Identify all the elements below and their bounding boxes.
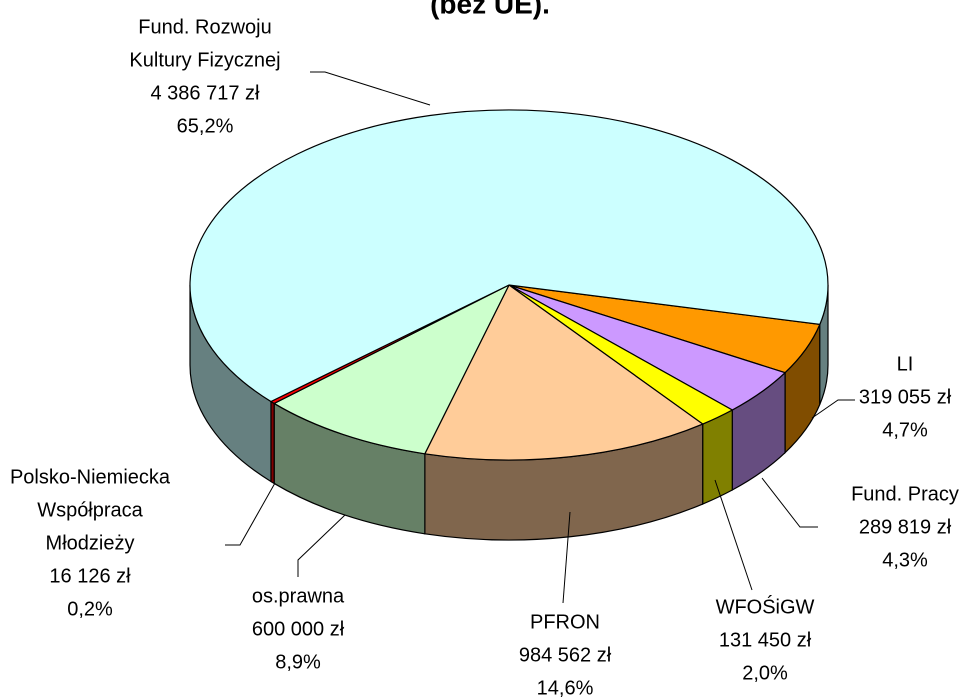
slice-label: Polsko-Niemiecka bbox=[10, 466, 171, 488]
value-label: 4 386 717 zł bbox=[151, 82, 261, 104]
leader-line bbox=[225, 482, 276, 546]
leader-line bbox=[761, 477, 818, 528]
percent-label: 65,2% bbox=[177, 115, 234, 137]
leader-line bbox=[811, 399, 855, 419]
percent-label: 8,9% bbox=[275, 651, 321, 673]
slice-label: Współpraca bbox=[37, 499, 143, 521]
leader-line bbox=[297, 514, 346, 577]
slice bbox=[423, 284, 704, 461]
slice-label: Kultury Fizycznej bbox=[129, 49, 280, 71]
chart-title: (bez UE). bbox=[430, 0, 550, 19]
percent-label: 14,6% bbox=[537, 677, 594, 699]
slice bbox=[189, 109, 829, 403]
slice-label: WFOŚiGW bbox=[716, 594, 815, 618]
slice-label: PFRON bbox=[530, 611, 600, 633]
slice-side bbox=[702, 408, 733, 505]
value-label: 600 000 zł bbox=[252, 618, 345, 640]
percent-label: 2,0% bbox=[742, 662, 788, 684]
slice-label: Młodzieży bbox=[46, 532, 135, 554]
value-label: 16 126 zł bbox=[49, 565, 131, 587]
leader-line bbox=[714, 479, 753, 591]
percent-label: 4,3% bbox=[882, 549, 928, 571]
slice-label: Fund. Pracy bbox=[851, 483, 959, 505]
percent-label: 0,2% bbox=[67, 598, 113, 620]
leader-line bbox=[310, 71, 431, 106]
value-label: 289 819 zł bbox=[859, 516, 952, 538]
slice bbox=[272, 283, 511, 455]
slice-label: LI bbox=[897, 353, 914, 375]
value-label: 319 055 zł bbox=[859, 386, 952, 408]
slice-label: os.prawna bbox=[252, 585, 345, 607]
slice-label: Fund. Rozwoju bbox=[138, 16, 271, 38]
percent-label: 4,7% bbox=[882, 419, 928, 441]
value-label: 131 450 zł bbox=[719, 629, 812, 651]
value-label: 984 562 zł bbox=[519, 644, 612, 666]
leader-line bbox=[562, 511, 571, 604]
